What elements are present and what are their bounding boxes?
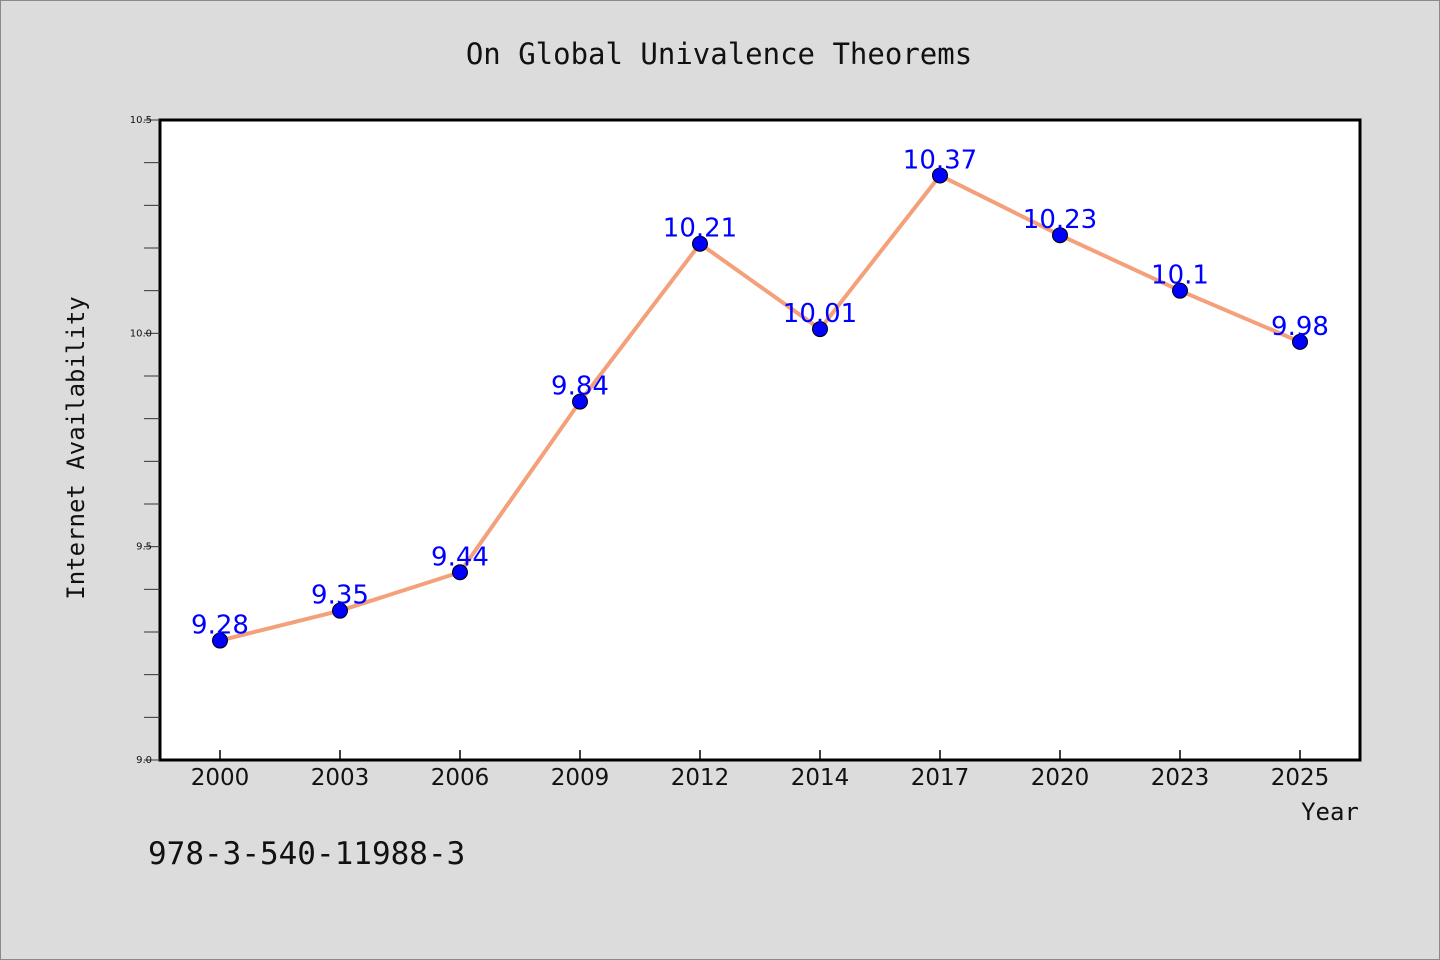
x-tick-label: 2023 [1151,765,1210,791]
data-label: 10.21 [663,214,737,244]
data-label: 10.1 [1151,261,1209,291]
data-labels-group: 9.28 9.35 9.44 9.84 10.21 10.01 10.37 10.23 10.1… [191,145,1329,640]
data-label: 9.98 [1271,312,1329,342]
data-point [1292,333,1308,350]
series-group [212,167,1308,649]
data-point [332,602,348,619]
data-label: 9.84 [551,372,609,402]
y-tick-label: 10.5 [130,115,152,126]
data-point [812,321,828,338]
x-tick-label: 2000 [191,765,250,791]
x-tick-label: 2009 [551,765,610,791]
data-label: 9.35 [311,581,369,611]
data-point [452,564,468,581]
data-label: 9.28 [191,611,249,641]
data-point [572,393,588,410]
x-tick-label: 2003 [311,765,370,791]
y-tick-label: 9.0 [136,755,152,766]
x-axis: 2000 2003 2006 2009 2012 2014 2017 2020 2023 2025 [191,750,1330,791]
data-label: 10.23 [1023,205,1097,235]
data-label: 10.37 [903,145,977,175]
chart-title: On Global Univalence Theorems [466,37,972,71]
data-point [212,632,228,649]
y-axis-label: Internet Availability [62,296,90,599]
x-tick-label: 2012 [671,765,730,791]
data-label: 10.01 [783,299,857,329]
x-tick-label: 2020 [1031,765,1090,791]
x-axis-label: Year [1301,798,1359,826]
data-point [932,167,948,184]
y-axis: 9.0 9.5 10.0 10.5 [130,115,160,766]
data-label: 9.44 [431,542,489,572]
data-point [692,235,708,252]
data-point [1172,282,1188,299]
x-tick-label: 2025 [1271,765,1330,791]
series-line [219,173,1301,643]
x-tick-label: 2006 [431,765,490,791]
x-tick-label: 2014 [791,765,850,791]
y-tick-label: 10.0 [130,328,152,339]
x-tick-label: 2017 [911,765,970,791]
data-point [1052,227,1068,244]
y-tick-label: 9.5 [136,542,152,553]
isbn-footnote: 978-3-540-11988-3 [148,836,465,872]
plot-area [158,118,1362,762]
